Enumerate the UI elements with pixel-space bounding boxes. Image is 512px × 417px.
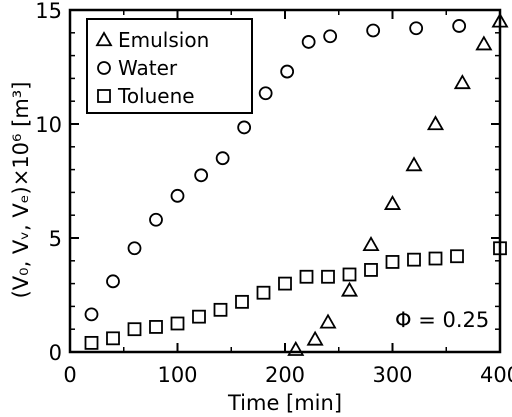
legend-toluene-marker: [97, 89, 111, 103]
toluene-point: [407, 252, 421, 267]
emulsion-point: [405, 156, 423, 172]
legend-emulsion-marker: [95, 31, 113, 47]
toluene-point: [450, 249, 464, 264]
water-point: [237, 120, 252, 135]
toluene-point: [342, 267, 357, 282]
legend-water-label: Water: [118, 56, 178, 80]
toluene-point: [170, 316, 185, 331]
water-point: [170, 188, 185, 203]
emulsion-point: [306, 330, 324, 346]
water-point: [127, 241, 142, 256]
emulsion-point: [453, 74, 471, 90]
water-point: [194, 168, 209, 183]
y-tick-label: 0: [49, 341, 62, 365]
emulsion-point: [383, 194, 402, 210]
x-tick-label: 200: [265, 363, 305, 387]
water-point: [258, 86, 273, 101]
emulsion-point: [340, 281, 359, 297]
water-point: [301, 35, 316, 49]
x-axis-title: Time [min]: [227, 391, 342, 415]
water-point: [366, 23, 381, 38]
toluene-point: [299, 269, 314, 284]
y-tick-label: 10: [35, 113, 62, 137]
x-tick-label: 400: [480, 363, 512, 387]
water-point: [409, 21, 424, 36]
data-marks: [84, 12, 509, 356]
emulsion-point: [491, 12, 509, 28]
emulsion-point: [475, 35, 493, 51]
legend-box: [86, 18, 253, 114]
toluene-point: [235, 294, 249, 309]
water-point: [84, 307, 99, 322]
toluene-point: [428, 251, 443, 266]
toluene-point: [149, 320, 163, 334]
x-tick-label: 300: [372, 363, 412, 387]
legend-toluene-label: Toluene: [117, 84, 195, 108]
toluene-point: [84, 335, 99, 350]
toluene-point: [127, 322, 142, 337]
legend: Emulsion Water Toluene: [86, 18, 253, 114]
toluene-point: [321, 269, 335, 284]
toluene-point: [278, 276, 292, 291]
water-point: [323, 29, 338, 44]
emulsion-point: [426, 115, 445, 131]
legend-water-marker: [97, 61, 111, 75]
water-point: [149, 212, 163, 227]
toluene-point: [106, 331, 120, 346]
toluene-point: [256, 285, 271, 300]
y-tick-label: 15: [35, 0, 62, 23]
x-tick-label: 0: [63, 363, 76, 387]
water-point: [215, 151, 230, 166]
axis-ticks: 0 100 200 300 400 0 5 10 15: [35, 0, 512, 387]
emulsion-point: [319, 313, 337, 329]
toluene-point: [192, 309, 206, 324]
toluene-point: [385, 255, 400, 269]
legend-emulsion-label: Emulsion: [118, 28, 209, 52]
y-axis-title: (V₀, Vᵥ, Vₑ)×10⁶ [m³]: [9, 82, 33, 299]
toluene-point: [493, 241, 507, 256]
water-point: [106, 274, 120, 289]
water-point: [280, 64, 295, 79]
emulsion-point: [287, 340, 305, 356]
emulsion-point: [362, 236, 380, 251]
y-tick-label: 5: [49, 227, 62, 251]
water-point: [452, 19, 467, 33]
toluene-point: [364, 263, 378, 277]
x-tick-label: 100: [157, 363, 197, 387]
annotation-phi: Φ = 0.25: [395, 308, 489, 332]
toluene-point: [213, 302, 228, 317]
